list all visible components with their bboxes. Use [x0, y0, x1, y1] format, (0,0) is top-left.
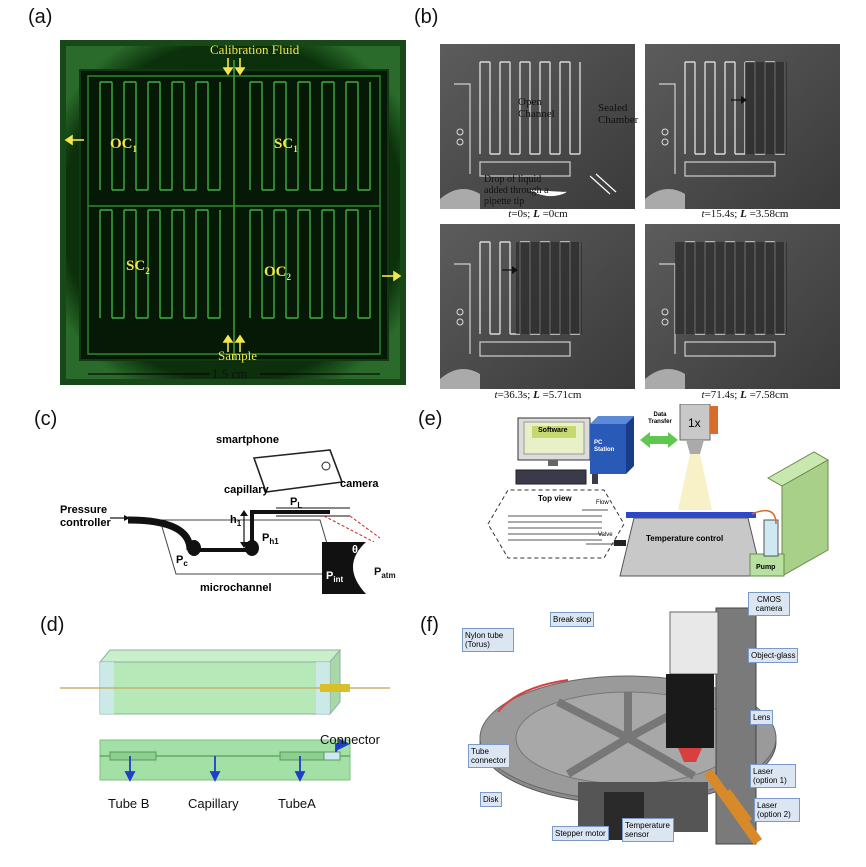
panel-d-label: (d): [40, 614, 65, 636]
temperature-control-label: Temperature control: [646, 534, 724, 543]
break-stop-callout: Break stop: [550, 612, 595, 627]
top-view-label: Top view: [538, 494, 572, 503]
h1-label: h1: [230, 514, 242, 529]
panel-b-label: (b): [414, 6, 439, 28]
sc2-label: SC2: [126, 258, 150, 276]
tube-b-label: Tube B: [108, 796, 150, 811]
cmos-camera-callout: CMOS camera: [748, 592, 790, 616]
panel-c-schematic: smartphone camera capillary Pressure con…: [40, 420, 420, 610]
panel-b-micrographs: Open Channel Sealed Chamber Drop of liqu…: [439, 44, 840, 390]
flow-label: Flow: [596, 500, 609, 506]
data-transfer-label: Data Transfer: [648, 412, 672, 425]
pl-label: PL: [290, 496, 303, 511]
software-label: Software: [538, 427, 568, 434]
panel-a-chip-image: Calibration Fluid Sample 1.5 cm OC1 SC1 …: [60, 40, 406, 385]
caption-frame-1: t=0s; L =0cm: [508, 208, 568, 220]
panel-f-label: (f): [420, 614, 439, 636]
drop-note-label: Drop of liquid added through a pipette t…: [484, 174, 549, 207]
laser-option-2-callout: Laser (option 2): [754, 798, 800, 822]
oc1-label: OC1: [110, 136, 137, 154]
capillary-label: capillary: [224, 484, 269, 496]
objective-label: 1x: [688, 416, 701, 430]
panel-d-schematic: Connector Tube B Capillary TubeA: [60, 640, 400, 811]
panel-f-device: Nylon tube (Torus) Break stop CMOS camer…: [458, 592, 848, 862]
ph1-label: Ph1: [262, 532, 279, 547]
sc1-label: SC1: [274, 136, 298, 154]
open-channel-label: Open Channel: [518, 96, 555, 120]
temperature-sensor-callout: Temperature sensor: [622, 818, 674, 842]
patm-label: Patm: [374, 566, 396, 581]
pint-label: Pint: [326, 570, 344, 585]
theta-label: θ: [352, 544, 358, 556]
panel-a-label: (a): [28, 6, 53, 28]
tube-connector-callout: Tube connector: [468, 744, 510, 768]
valve-label: Valve: [598, 532, 613, 538]
panel-e-label: (e): [418, 408, 443, 430]
lens-callout: Lens: [750, 710, 774, 725]
caption-frame-4: t=71.4s; L =7.58cm: [701, 389, 789, 401]
pc-label: Pc: [176, 554, 188, 569]
smartphone-label: smartphone: [216, 434, 279, 446]
disk-callout: Disk: [480, 792, 502, 807]
calibration-fluid-label: Calibration Fluid: [210, 42, 300, 57]
sample-label: Sample: [218, 348, 257, 363]
panel-e-setup: Software PC Station Data Transfer 1x Top…: [486, 403, 836, 580]
pressure-controller-label: Pressure controller: [60, 504, 111, 529]
tube-a-label: TubeA: [278, 796, 316, 811]
sealed-chamber-label: Sealed Chamber: [598, 102, 639, 126]
connector-label: Connector: [320, 732, 380, 747]
nylon-tube-callout: Nylon tube (Torus): [462, 628, 514, 652]
caption-frame-3: t=36.3s; L =5.71cm: [494, 389, 582, 401]
pc-station-label: PC Station: [594, 440, 615, 453]
object-glass-callout: Object-glass: [748, 648, 799, 663]
pump-label: Pump: [756, 564, 776, 571]
camera-label: camera: [340, 478, 379, 490]
oc2-label: OC2: [264, 264, 291, 282]
laser-option-1-callout: Laser (option 1): [750, 764, 796, 788]
capillary-tube-label: Capillary: [188, 796, 239, 811]
panel-c-label: (c): [34, 408, 58, 430]
stepper-motor-callout: Stepper motor: [552, 826, 609, 841]
scale-bar-label: 1.5 cm: [212, 366, 248, 381]
microchannel-label: microchannel: [200, 582, 272, 594]
caption-frame-2: t=15.4s; L =3.58cm: [701, 208, 789, 220]
